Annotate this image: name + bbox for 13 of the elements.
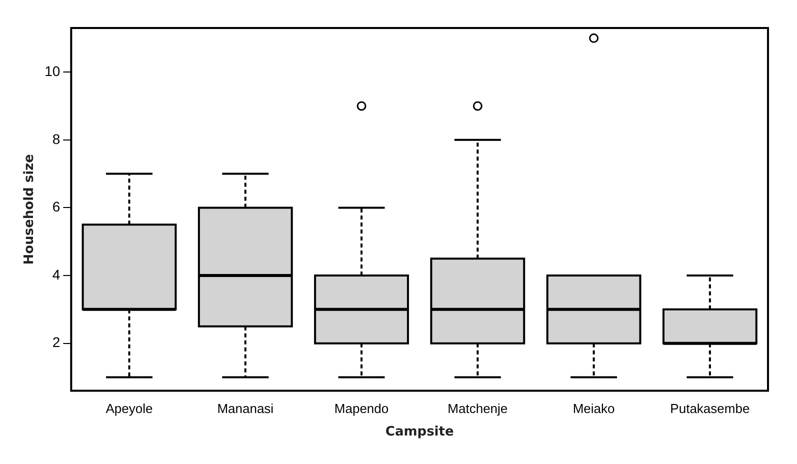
x-tick-label: Mapendo xyxy=(334,401,389,416)
x-tick-label: Meiako xyxy=(572,401,615,416)
y-tick-label: 10 xyxy=(44,62,60,79)
y-tick-label: 4 xyxy=(52,266,60,282)
x-tick-label: Apeyole xyxy=(106,401,153,416)
x-tick-label: Mananasi xyxy=(217,401,274,416)
y-tick-label: 2 xyxy=(52,334,60,350)
y-axis-title: Household size xyxy=(22,154,38,265)
x-tick-label: Matchenje xyxy=(448,401,508,416)
y-tick-label: 8 xyxy=(52,130,60,147)
x-tick-label: Putakasembe xyxy=(670,401,750,416)
x-axis-title: Campsite xyxy=(385,424,454,440)
y-tick-label: 6 xyxy=(52,198,60,215)
